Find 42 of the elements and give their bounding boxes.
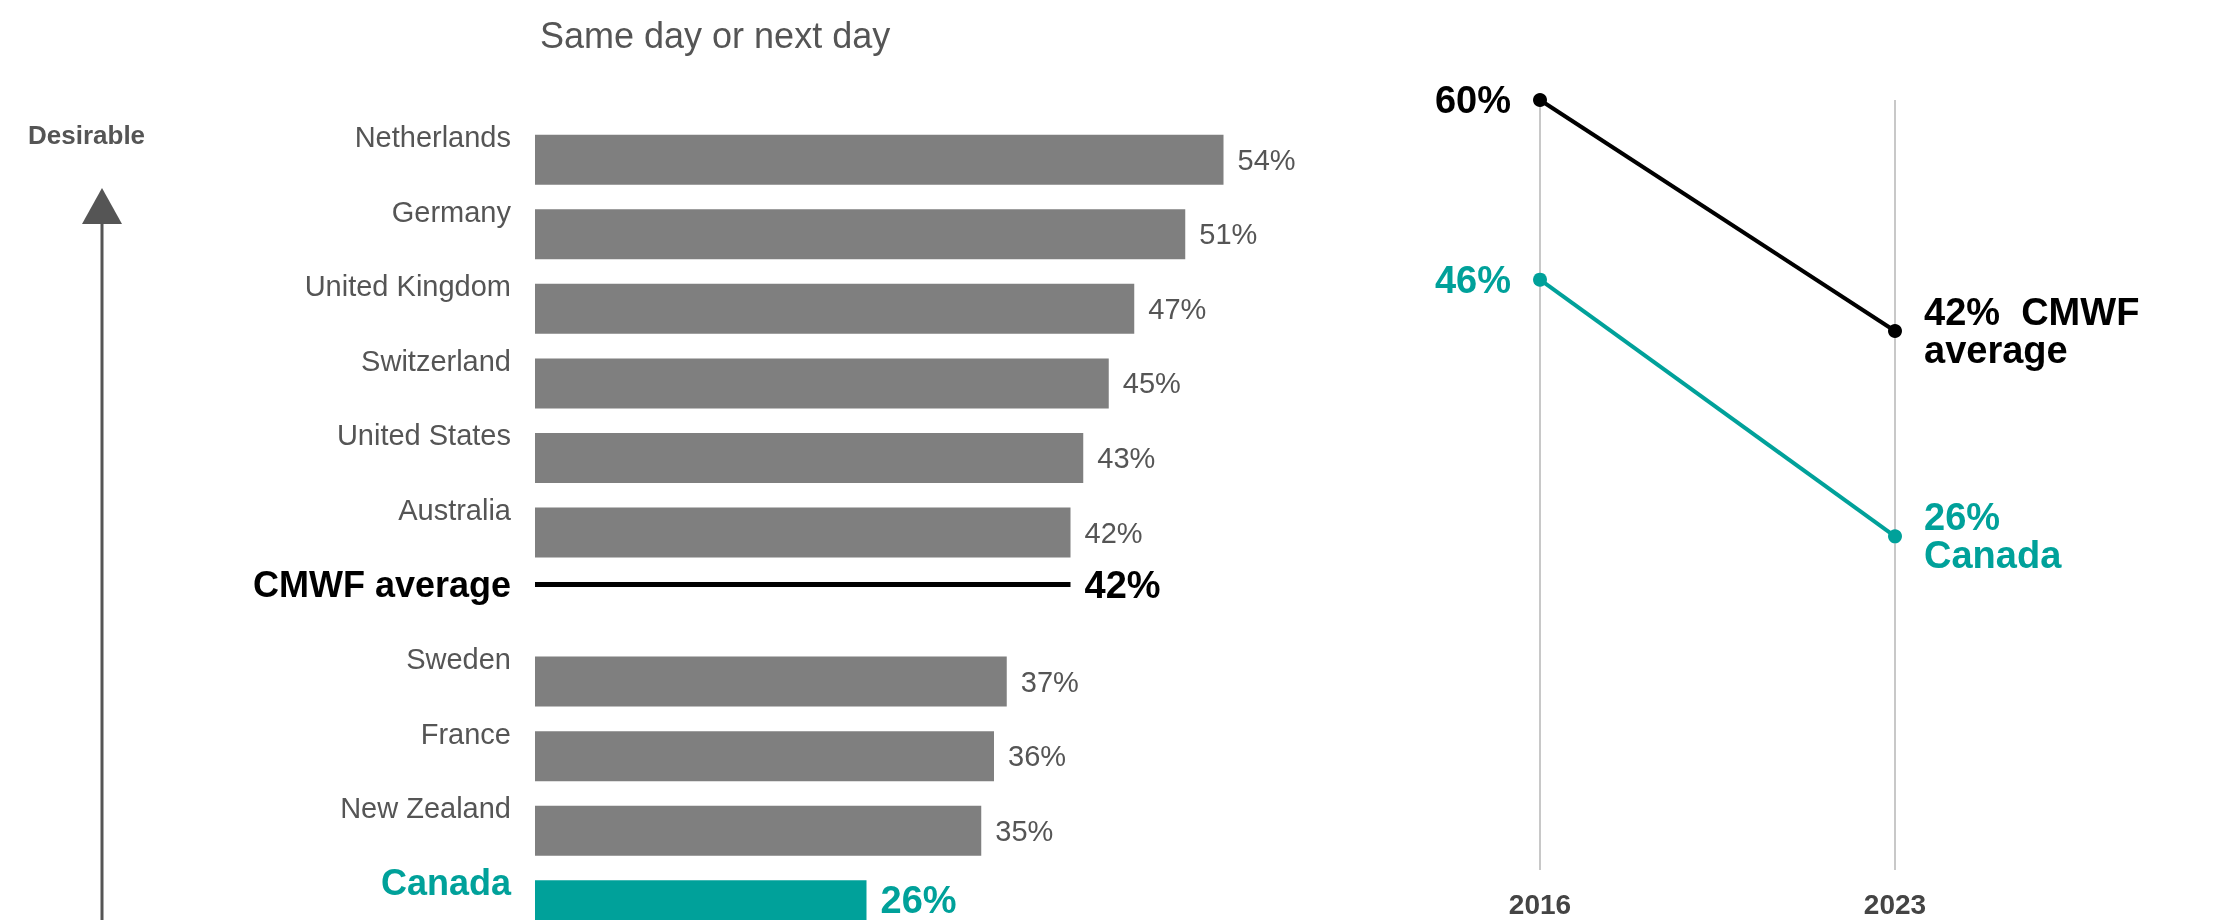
bar: [535, 134, 1224, 185]
data-label: 35%: [995, 814, 1054, 847]
chart-title: Same day or next day: [540, 14, 891, 56]
y-tick-label: France: [420, 717, 511, 750]
bar: [535, 805, 982, 856]
point: [1888, 529, 1902, 544]
y-tick-label: Germany: [391, 195, 512, 228]
y-tick-label: New Zealand: [340, 792, 511, 825]
bar: [535, 731, 994, 782]
y-tick-label: Switzerland: [361, 344, 511, 377]
data-label: 43%: [1097, 441, 1156, 474]
bar: [535, 432, 1084, 483]
y-tick-label: Canada: [380, 862, 512, 904]
y-tick-label: United States: [336, 419, 511, 452]
bar: [535, 209, 1186, 260]
y-tick-label: CMWF average: [252, 564, 511, 606]
y-tick-label: United Kingdom: [304, 270, 511, 303]
bar: [535, 507, 1071, 558]
data-label: 36%: [1008, 740, 1067, 773]
data-label: 54%: [1237, 143, 1296, 176]
text: Desirable: [28, 120, 146, 151]
data-label: 47%: [1148, 292, 1207, 325]
data-label: 46%: [1434, 258, 1511, 301]
data-label: 26%: [880, 879, 957, 920]
y-tick-label: Sweden: [406, 643, 511, 676]
data-label: 42%: [1084, 563, 1161, 606]
data-label: 60%: [1434, 79, 1511, 121]
bar: [535, 656, 1007, 707]
bar: [535, 582, 1071, 588]
data-label: 51%: [1199, 218, 1258, 251]
y-tick-label: Netherlands: [354, 121, 511, 154]
bar: [535, 283, 1135, 334]
bar: [535, 358, 1109, 409]
data-label: 42%: [1084, 516, 1143, 549]
data-label: 45%: [1122, 367, 1181, 400]
point: [1533, 93, 1547, 107]
point: [1888, 324, 1902, 338]
x-tick-label: 2016: [1508, 888, 1572, 920]
point: [1533, 272, 1547, 287]
y-tick-label: Australia: [398, 494, 512, 526]
x-tick-label: 2023: [1863, 888, 1927, 920]
data-label: 37%: [1020, 665, 1079, 698]
